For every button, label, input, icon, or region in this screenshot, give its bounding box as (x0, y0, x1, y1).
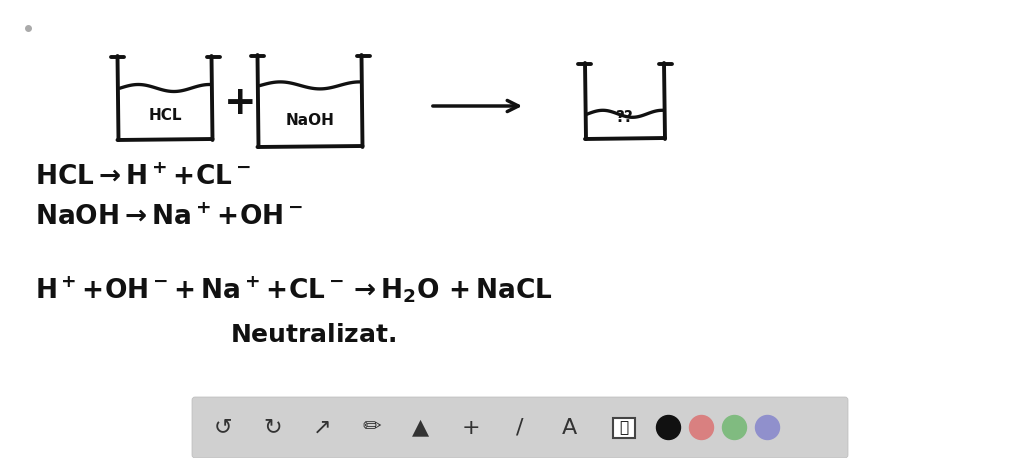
FancyBboxPatch shape (193, 397, 848, 458)
Text: $\mathbf{HCL \rightarrow H^+\!+\!CL^-}$: $\mathbf{HCL \rightarrow H^+\!+\!CL^-}$ (35, 165, 251, 191)
Text: A: A (562, 418, 578, 437)
Text: +: + (223, 84, 256, 122)
Text: HCL: HCL (148, 109, 181, 124)
Circle shape (756, 415, 779, 440)
Circle shape (656, 415, 681, 440)
Text: ↺: ↺ (214, 418, 232, 437)
Text: $\mathbf{NaOH \rightarrow Na^+\!+\!OH^-}$: $\mathbf{NaOH \rightarrow Na^+\!+\!OH^-}… (35, 205, 303, 231)
Text: ⬜: ⬜ (612, 418, 626, 437)
Text: NaOH: NaOH (286, 113, 335, 128)
Circle shape (723, 415, 746, 440)
Text: $\mathbf{Neutralizat.}$: $\mathbf{Neutralizat.}$ (230, 323, 396, 347)
Text: ✏: ✏ (362, 418, 381, 437)
Bar (613, 418, 635, 437)
Circle shape (689, 415, 714, 440)
Text: /: / (516, 418, 523, 437)
Text: ▲: ▲ (413, 418, 429, 437)
Text: ↻: ↻ (263, 418, 282, 437)
Text: ↗: ↗ (312, 418, 332, 437)
Text: ??: ?? (616, 110, 634, 125)
Text: 🖼: 🖼 (620, 420, 629, 435)
Text: $\mathbf{H^+\!+\!OH^-\!+Na^+\!+\!CL^- \rightarrow H_2O\,+NaCL}$: $\mathbf{H^+\!+\!OH^-\!+Na^+\!+\!CL^- \r… (35, 274, 553, 305)
Text: +: + (461, 418, 480, 437)
